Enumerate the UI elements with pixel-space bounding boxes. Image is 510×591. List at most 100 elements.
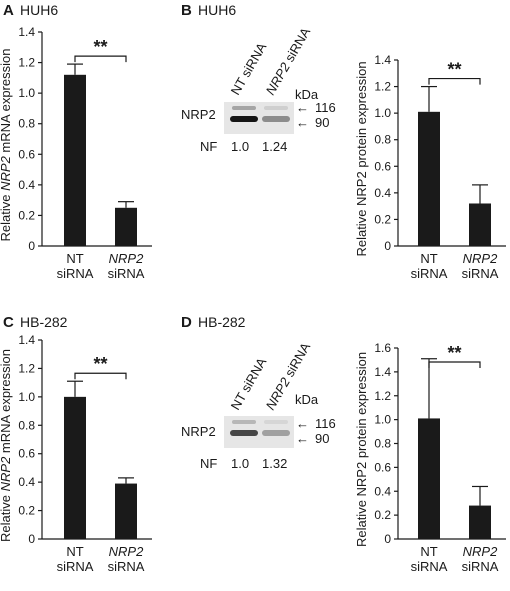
chart-b-category-label-nrp2: siRNA <box>462 266 499 281</box>
chart-b-significance-bracket <box>428 77 481 85</box>
chart-c-y-tick-label: 1.2 <box>18 361 35 375</box>
panel-d-letter: D <box>181 314 192 331</box>
chart-d-y-tick-label: 0.6 <box>374 460 391 474</box>
chart-d-y-tick-label: 0.8 <box>374 437 391 451</box>
chart-a-y-tick-label: 1.0 <box>18 86 35 100</box>
panel-c-title: HB-282 <box>20 314 68 330</box>
chart-c-bar-nrp2 <box>115 483 137 539</box>
chart-d-bar-nt <box>418 418 440 539</box>
chart-a-category-label-nt: NT <box>66 251 83 266</box>
blot-d-band-upper-nrp2 <box>264 420 288 424</box>
panel-b-title: HUH6 <box>198 2 236 18</box>
chart-a-y-tick-label: 0.4 <box>18 178 35 192</box>
blot-b: NT siRNA NRP2 siRNA kDa NRP2 ← 116 ← 90 … <box>181 25 336 154</box>
chart-c-y-tick-label: 1.4 <box>18 333 35 347</box>
chart-a-category-label-nrp2: siRNA <box>108 266 145 281</box>
chart-b-y-tick-label: 0.8 <box>374 133 391 147</box>
blot-b-kda-label: kDa <box>295 87 319 102</box>
chart-c-y-tick-label: 0 <box>28 532 35 546</box>
chart-b-y-tick-label: 0 <box>384 239 391 253</box>
chart-a-y-tick-label: 0.6 <box>18 147 35 161</box>
chart-d: 00.20.40.60.81.01.21.41.6 **NTsiRNANRP2si… <box>354 341 506 574</box>
chart-c-y-axis-label: Relative NRP2 mRNA expression <box>0 349 13 542</box>
chart-b-y-tick-label: 1.4 <box>374 53 391 67</box>
panel-d-title: HB-282 <box>198 314 246 330</box>
chart-d-y-tick-label: 1.4 <box>374 365 391 379</box>
panel-a-letter: A <box>3 2 14 19</box>
chart-d-category-label-nt: siRNA <box>411 559 448 574</box>
chart-b-bar-nrp2 <box>469 203 491 246</box>
chart-c-category-label-nrp2: siRNA <box>108 559 145 574</box>
chart-c-y-tick-label: 0.4 <box>18 475 35 489</box>
panel-c-letter: C <box>3 314 14 331</box>
chart-c-category-label-nt: NT <box>66 544 83 559</box>
chart-a-y-tick-label: 1.2 <box>18 56 35 70</box>
chart-b-y-tick-label: 0.4 <box>374 186 391 200</box>
blot-b-nf-value-nrp2: 1.24 <box>262 139 287 154</box>
chart-b-y-tick-label: 1.0 <box>374 106 391 120</box>
chart-a-significance-label: ** <box>93 37 107 57</box>
chart-d-y-tick-label: 1.6 <box>374 341 391 355</box>
chart-a-bar-nt <box>64 74 86 246</box>
chart-d-bar-nrp2 <box>469 505 491 539</box>
chart-a-y-tick-label: 0 <box>28 239 35 253</box>
blot-b-band-label: NRP2 <box>181 107 216 122</box>
chart-b-category-label-nt: NT <box>420 251 437 266</box>
panel-c-heading: C HB-282 <box>3 314 68 331</box>
chart-c-bar-nt <box>64 396 86 539</box>
panel-a-title: HUH6 <box>20 2 58 18</box>
chart-a-y-axis-label: Relative NRP2 mRNA expression <box>0 49 13 242</box>
chart-d-significance-bracket <box>428 361 481 368</box>
blot-b-marker-label-90: 90 <box>315 115 329 130</box>
chart-b-y-tick-label: 1.2 <box>374 80 391 94</box>
chart-b-category-label-nrp2: NRP2 <box>463 251 498 266</box>
chart-c-y-tick-label: 1.0 <box>18 390 35 404</box>
blot-b-marker-arrow-116: ← <box>296 100 309 115</box>
chart-a-category-label-nrp2: NRP2 <box>109 251 144 266</box>
chart-a-y-tick-label: 1.4 <box>18 25 35 39</box>
chart-b: 00.20.40.60.81.01.21.4 **NTsiRNANRP2siRNA… <box>354 53 506 281</box>
chart-b-y-tick-label: 0.6 <box>374 159 391 173</box>
blot-b-band-upper-nrp2 <box>264 106 288 110</box>
chart-d-y-tick-label: 1.2 <box>374 389 391 403</box>
blot-b-marker-label-116: 116 <box>315 100 336 115</box>
blot-d-marker-label-90: 90 <box>315 431 329 446</box>
chart-d-y-tick-label: 0 <box>384 532 391 546</box>
chart-c-y-tick-label: 0.6 <box>18 447 35 461</box>
blot-d-marker-label-116: 116 <box>315 416 336 431</box>
chart-a-significance-bracket <box>74 55 127 63</box>
chart-c-category-label-nt: siRNA <box>57 559 94 574</box>
blot-d-marker-arrow-116: ← <box>296 416 309 431</box>
blot-b-band-nrp2 <box>262 116 290 122</box>
chart-c-y-tick-label: 0.8 <box>18 418 35 432</box>
blot-d-nf-value-nt: 1.0 <box>231 456 249 471</box>
chart-c-category-label-nrp2: NRP2 <box>109 544 144 559</box>
blot-b-marker-arrow-90: ← <box>296 115 309 130</box>
blot-d-nf-value-nrp2: 1.32 <box>262 456 287 471</box>
chart-d-category-label-nt: NT <box>420 544 437 559</box>
chart-b-bar-nt <box>418 111 440 246</box>
blot-b-band-nt <box>230 116 258 122</box>
chart-c-significance-bracket <box>74 372 127 380</box>
chart-d-y-tick-label: 0.4 <box>374 484 391 498</box>
chart-b-y-axis-label: Relative NRP2 protein expression <box>354 61 369 256</box>
blot-b-nf-label: NF <box>200 139 217 154</box>
blot-d-band-nt <box>230 430 258 436</box>
chart-a-bar-nrp2 <box>115 207 137 246</box>
chart-d-y-axis-label: Relative NRP2 protein expression <box>354 352 369 547</box>
chart-a-y-tick-label: 0.8 <box>18 117 35 131</box>
blot-d-nf-label: NF <box>200 456 217 471</box>
blot-d: NT siRNA NRP2 siRNA kDa NRP2 ← 116 ← 90 … <box>181 340 336 471</box>
blot-d-band-upper-nt <box>232 420 256 424</box>
chart-b-y-tick-label: 0.2 <box>374 212 391 226</box>
chart-a-category-label-nt: siRNA <box>57 266 94 281</box>
chart-d-category-label-nrp2: NRP2 <box>463 544 498 559</box>
blot-b-nf-value-nt: 1.0 <box>231 139 249 154</box>
panel-d-heading: D HB-282 <box>181 314 246 331</box>
chart-c-y-tick-label: 0.2 <box>18 504 35 518</box>
chart-c-significance-label: ** <box>93 354 107 374</box>
blot-d-kda-label: kDa <box>295 392 319 407</box>
chart-a: 00.20.40.60.81.01.21.4**NTsiRNANRP2siRNA… <box>0 25 152 281</box>
blot-b-band-upper-nt <box>232 106 256 110</box>
blot-d-band-nrp2 <box>262 430 290 436</box>
